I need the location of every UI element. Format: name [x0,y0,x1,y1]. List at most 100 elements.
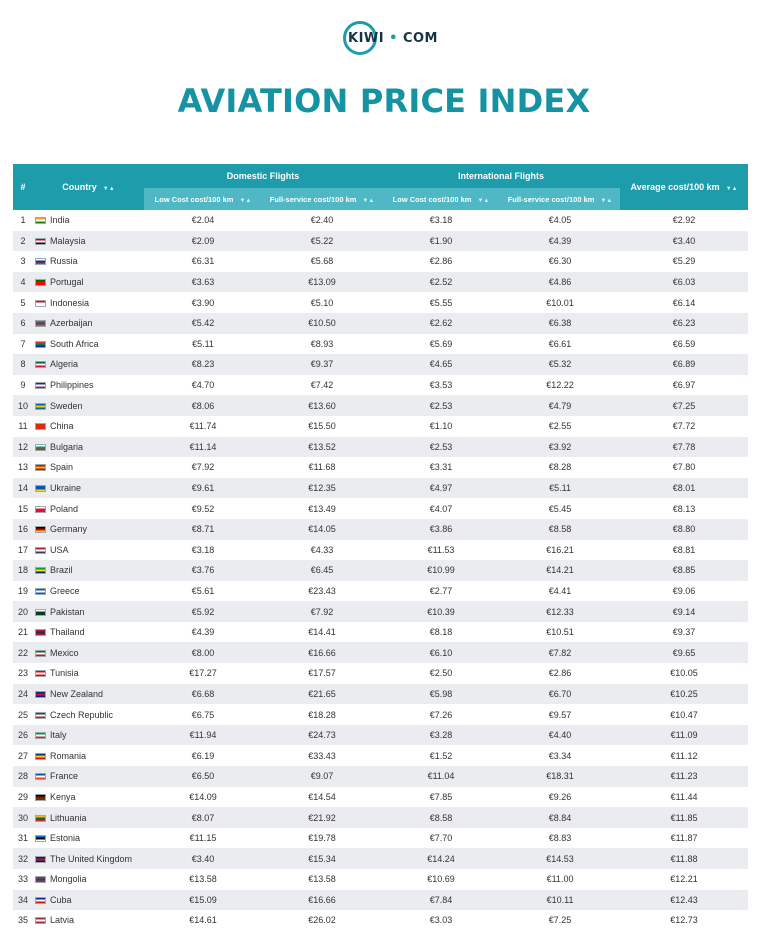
average-cost-cell: €9.14 [620,601,749,622]
international-full-service-cell: €5.11 [500,477,621,499]
average-cost-cell: €9.37 [672,627,696,638]
rank-cell: 22 [13,642,33,664]
rank-cell: 12 [13,436,33,458]
average-cost-cell: €6.59 [672,338,696,349]
table-row: 24 New Zealand €6.68 €21.65 €5.98 €6.70 €10.25 [13,683,749,705]
international-full-service-cell: €18.31 [500,766,621,787]
international-flights-header: International Flights [382,164,621,188]
international-full-service-cell: €3.92 [500,436,621,458]
country-flag-icon [35,423,46,431]
table-row: 29 Kenya €14.09 €14.54 €7.85 €9.26 €11.44 [13,787,748,808]
table-row: 13 Spain €7.92 €11.68 €3.31 €8.28 €7.80 [13,457,748,478]
country-flag-icon [35,546,46,554]
domestic-full-service-header[interactable]: Full-service cost/100 km ▼▲ [262,188,383,210]
domestic-full-service-cell: €5.22 [262,230,383,252]
rank-cell: 34 [13,889,33,911]
table-row: 21 Thailand €4.39 €14.41 €8.18 €10.51 €9.37 [13,622,748,643]
domestic-full-service-cell: €6.45 [262,560,383,581]
domestic-full-service-cell: €14.41 [308,627,336,638]
country-flag-icon [35,505,46,513]
international-low-cost-cell: €1.10 [429,421,453,432]
international-low-cost-cell: €2.62 [382,312,501,334]
domestic-full-service-cell: €8.93 [310,338,334,349]
domestic-full-service-cell: €21.65 [262,683,383,705]
sort-icon[interactable]: ▼▲ [102,186,115,192]
average-cost-cell: €11.12 [670,750,698,761]
country-flag-icon [35,876,46,884]
average-cost-cell: €6.97 [672,380,696,391]
domestic-full-service-cell: €11.68 [308,462,336,473]
domestic-full-service-cell: €13.58 [308,874,336,885]
domestic-low-cost-cell: €6.31 [191,256,215,267]
sort-icon[interactable]: ▼▲ [477,197,490,204]
international-full-service-cell: €16.21 [546,544,574,555]
average-cost-cell: €7.25 [620,395,749,416]
table-row: 31 Estonia €11.15 €19.78 €7.70 €8.83 €11.87 [13,828,748,849]
country-flag-icon [35,382,46,390]
table-row: 27 Romania €6.19 €33.43 €1.52 €3.34 €11.12 [13,745,748,766]
domestic-low-cost-cell: €9.52 [191,503,215,514]
domestic-full-service-cell: €17.57 [308,668,336,679]
rank-cell: 9 [20,380,26,391]
country-cell: China [33,416,144,437]
country-flag-icon [35,649,46,657]
country-flag-icon [35,690,46,698]
international-full-service-cell: €8.28 [548,462,572,473]
country-name: Cuba [50,894,72,905]
country-flag-icon [35,855,46,863]
rank-cell: 19 [17,585,28,596]
domestic-full-service-cell: €21.92 [262,807,383,828]
sort-icon[interactable]: ▼▲ [600,197,613,204]
country-name: Malaysia [50,235,86,246]
sort-icon[interactable]: ▼▲ [362,197,375,204]
international-full-service-cell: €6.61 [548,338,572,349]
country-flag-icon [35,485,46,493]
country-cell: Bulgaria [33,436,144,458]
table-row: 8 Algeria €8.23 €9.37 €4.65 €5.32 €6.89 [13,354,749,375]
domestic-low-cost-cell: €14.09 [189,791,217,802]
international-full-service-cell: €4.41 [548,585,572,596]
international-low-cost-cell: €4.07 [429,503,453,514]
international-low-cost-cell: €5.69 [429,338,453,349]
table-row: 5 Indonesia €3.90 €5.10 €5.55 €10.01 €6.14 [13,292,748,313]
average-cost-header[interactable]: Average cost/100 km ▼▲ [620,164,749,210]
domestic-low-cost-cell: €14.61 [189,915,217,926]
international-full-service-cell: €12.33 [500,601,621,622]
domestic-low-cost-cell: €3.90 [191,297,215,308]
average-cost-cell: €11.88 [620,848,749,869]
country-cell: Philippines [33,375,144,396]
international-full-service-header[interactable]: Full-service cost/100 km ▼▲ [500,188,621,210]
domestic-low-cost-header[interactable]: Low Cost cost/100 km ▼▲ [144,188,262,210]
country-cell: Indonesia [33,292,144,313]
international-full-service-cell: €4.86 [500,271,621,293]
country-name: South Africa [50,338,99,349]
average-cost-cell: €10.25 [620,683,749,705]
sort-icon[interactable]: ▼▲ [239,197,252,204]
domestic-low-cost-cell: €11.94 [144,724,262,746]
average-cost-cell: €11.23 [620,766,749,787]
average-cost-cell: €10.05 [670,668,698,679]
domestic-low-cost-cell: €5.61 [191,585,215,596]
country-cell: Azerbaijan [33,312,144,334]
international-low-cost-cell: €3.28 [382,724,501,746]
table-row: 6 Azerbaijan €5.42 €10.50 €2.62 €6.38 €6.23 [13,312,749,334]
table-row: 22 Mexico €8.00 €16.66 €6.10 €7.82 €9.65 [13,642,749,664]
rank-cell: 18 [13,560,33,581]
country-cell: Tunisia [33,663,144,684]
country-cell: Ukraine [33,477,144,499]
country-name: France [50,771,79,782]
kiwi-logo[interactable]: KIWI • COM [0,19,768,59]
country-cell: South Africa [33,334,144,355]
international-low-cost-header[interactable]: Low Cost cost/100 km ▼▲ [382,188,501,210]
country-cell: Poland [33,498,144,519]
country-header[interactable]: Country ▼▲ [33,164,144,210]
rank-cell: 1 [20,215,26,226]
country-name: Sweden [50,400,83,411]
international-low-cost-cell: €3.18 [429,215,453,226]
domestic-full-service-cell: €33.43 [308,750,336,761]
rank-cell: 2 [13,230,33,252]
sort-icon[interactable]: ▼▲ [725,186,738,192]
average-cost-cell: €6.14 [672,297,696,308]
rank-cell: 10 [13,395,33,416]
average-cost-cell: €9.65 [620,642,749,664]
